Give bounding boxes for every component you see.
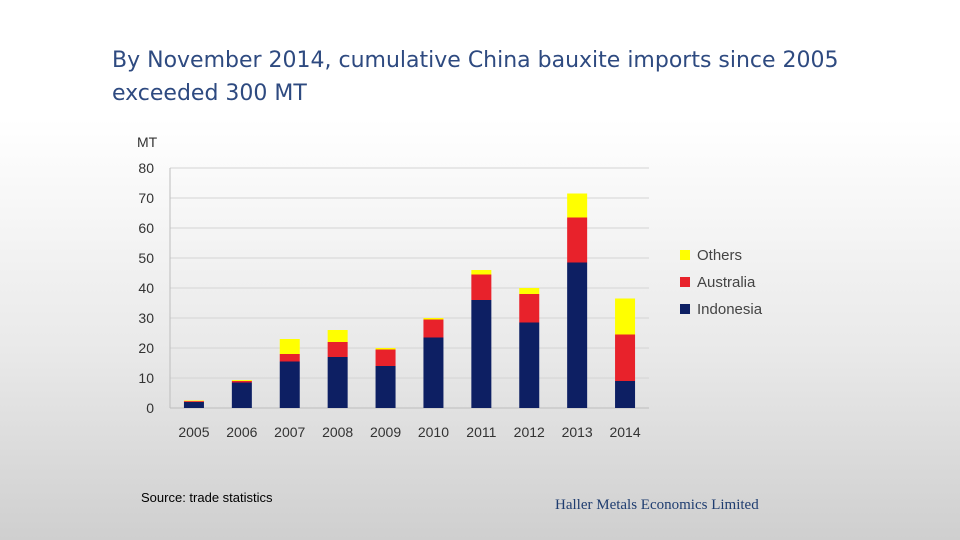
bar-australia-2010 <box>423 319 444 338</box>
y-tick-label-20: 20 <box>138 340 154 356</box>
y-tick-label-50: 50 <box>138 250 154 266</box>
bar-indonesia-2007 <box>279 361 300 408</box>
x-tick-label-2014: 2014 <box>609 424 640 440</box>
x-tick-label-2009: 2009 <box>370 424 401 440</box>
bar-indonesia-2012 <box>519 322 540 408</box>
bar-australia-2009 <box>375 349 396 366</box>
bar-indonesia-2009 <box>375 366 396 408</box>
legend-swatch-australia <box>680 277 690 287</box>
x-tick-label-2013: 2013 <box>562 424 593 440</box>
bar-indonesia-2014 <box>615 381 636 408</box>
legend-label-australia: Australia <box>697 274 756 291</box>
bar-others-2013 <box>567 193 588 218</box>
bar-australia-2012 <box>519 294 540 323</box>
y-tick-label-60: 60 <box>138 220 154 236</box>
legend-swatch-others <box>680 250 690 260</box>
bar-indonesia-2013 <box>567 262 588 408</box>
title-line-2: exceeded 300 MT <box>112 81 307 106</box>
bar-others-2005 <box>183 400 204 402</box>
y-tick-label-80: 80 <box>138 160 154 176</box>
bar-australia-2008 <box>327 342 348 357</box>
legend-label-indonesia: Indonesia <box>697 301 763 318</box>
x-tick-label-2012: 2012 <box>514 424 545 440</box>
bar-australia-2006 <box>231 381 252 383</box>
bar-others-2011 <box>471 270 492 275</box>
bar-australia-2007 <box>279 354 300 362</box>
y-tick-label-10: 10 <box>138 370 154 386</box>
y-axis-label: MT <box>137 134 158 150</box>
x-tick-label-2008: 2008 <box>322 424 353 440</box>
bar-indonesia-2006 <box>231 382 252 408</box>
source-note: Source: trade statistics <box>141 490 273 505</box>
y-tick-label-30: 30 <box>138 310 154 326</box>
y-tick-label-70: 70 <box>138 190 154 206</box>
bar-australia-2005 <box>183 401 204 402</box>
y-tick-label-40: 40 <box>138 280 154 296</box>
legend-swatch-indonesia <box>680 304 690 314</box>
title-line-1: By November 2014, cumulative China bauxi… <box>112 48 839 73</box>
x-tick-label-2010: 2010 <box>418 424 449 440</box>
legend-label-others: Others <box>697 247 742 264</box>
bar-others-2006 <box>231 380 252 381</box>
bar-indonesia-2011 <box>471 300 492 408</box>
x-tick-label-2005: 2005 <box>178 424 209 440</box>
bar-australia-2011 <box>471 274 492 300</box>
bar-others-2014 <box>615 298 636 335</box>
x-tick-label-2011: 2011 <box>466 424 496 440</box>
slide-title: By November 2014, cumulative China bauxi… <box>112 44 912 110</box>
bar-indonesia-2010 <box>423 337 444 408</box>
x-tick-label-2006: 2006 <box>226 424 257 440</box>
bar-others-2007 <box>279 339 300 354</box>
y-tick-label-0: 0 <box>146 400 154 416</box>
bar-indonesia-2008 <box>327 357 348 408</box>
bar-others-2012 <box>519 288 540 294</box>
bar-australia-2014 <box>615 334 636 381</box>
x-tick-label-2007: 2007 <box>274 424 305 440</box>
bar-australia-2013 <box>567 217 588 263</box>
bar-others-2008 <box>327 330 348 342</box>
bar-others-2010 <box>423 318 444 320</box>
bar-others-2009 <box>375 348 396 350</box>
company-name: Haller Metals Economics Limited <box>555 497 759 513</box>
bar-indonesia-2005 <box>183 402 204 408</box>
